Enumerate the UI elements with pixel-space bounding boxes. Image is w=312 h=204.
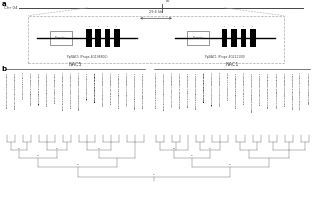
Text: 79: 79 xyxy=(56,147,59,149)
Text: RcNAC5-Rosa.c-AT5G08790.1: RcNAC5-Rosa.c-AT5G08790.1 xyxy=(55,72,56,103)
Bar xyxy=(28,16,284,63)
Text: Chr 04: Chr 04 xyxy=(3,6,17,10)
Text: FvNAC5b-Fragaria.v.000084820.1: FvNAC5b-Fragaria.v.000084820.1 xyxy=(119,72,120,108)
Text: 91: 91 xyxy=(98,147,101,149)
Text: MhNAC5b-Malus.h-AT5G08790.2: MhNAC5b-Malus.h-AT5G08790.2 xyxy=(103,72,104,106)
Text: 2: 2 xyxy=(98,26,99,27)
Text: FvNAC5-Fragaria.v.000084815.1: FvNAC5-Fragaria.v.000084815.1 xyxy=(47,72,48,106)
Text: AtNAC055-Arabidopsis.t-ANAC055.1: AtNAC055-Arabidopsis.t-ANAC055.1 xyxy=(300,72,301,110)
Text: CmNAC5b-Cucumis.m.001766550.1: CmNAC5b-Cucumis.m.001766550.1 xyxy=(63,72,64,110)
Text: OsNAC1-Oryza.s-AT5G08790.1: OsNAC1-Oryza.s-AT5G08790.1 xyxy=(308,72,310,104)
Text: MdNAC1b-Malus.d-AT5G08790.2: MdNAC1b-Malus.d-AT5G08790.2 xyxy=(212,72,213,106)
Text: PhNAC1-Petunia.h-AT5G08790.1: PhNAC1-Petunia.h-AT5G08790.1 xyxy=(284,72,285,106)
Text: 29.6 kb: 29.6 kb xyxy=(149,10,163,14)
Text: 62: 62 xyxy=(153,174,155,175)
Text: PpNAC5-Prupe.4G198800: PpNAC5-Prupe.4G198800 xyxy=(95,72,96,102)
Text: 4: 4 xyxy=(252,26,253,27)
Bar xyxy=(250,29,256,47)
Text: PpNAC5 (Prupe.4G198800): PpNAC5 (Prupe.4G198800) xyxy=(67,55,108,59)
Text: CmNAC5-Cucumis.m.001766530.1: CmNAC5-Cucumis.m.001766530.1 xyxy=(15,72,16,109)
Text: NbNAC1-Nicotiana.b-AT5G08790.1: NbNAC1-Nicotiana.b-AT5G08790.1 xyxy=(196,72,197,109)
Text: PpNAC1 (Prupe.4G211100): PpNAC1 (Prupe.4G211100) xyxy=(204,55,245,59)
Text: GhNAC5-Gossypium.h-AT5G08790.1: GhNAC5-Gossypium.h-AT5G08790.1 xyxy=(79,72,80,110)
Text: SlNAC1-Solanum.l.1-AT5G08790.1: SlNAC1-Solanum.l.1-AT5G08790.1 xyxy=(179,72,181,108)
Text: 4: 4 xyxy=(116,26,118,27)
Text: MhNAC5-Malus.h-AT5G08790.4: MhNAC5-Malus.h-AT5G08790.4 xyxy=(31,72,32,105)
Text: MdNAC5b-Malus.d-COP1.2: MdNAC5b-Malus.d-COP1.2 xyxy=(87,72,88,100)
Bar xyxy=(187,31,209,45)
Text: 85: 85 xyxy=(37,155,40,156)
Text: 1: 1 xyxy=(224,26,225,27)
Text: 76: 76 xyxy=(76,164,79,165)
Text: RcNAC1b-Rosa.c-AT5G08790.3: RcNAC1b-Rosa.c-AT5G08790.3 xyxy=(244,72,245,104)
Bar xyxy=(114,29,120,47)
Text: GmNAC1-Glycine.m-AT5G08790.1: GmNAC1-Glycine.m-AT5G08790.1 xyxy=(268,72,269,108)
Text: Promoter: Promoter xyxy=(193,36,204,40)
Text: 80: 80 xyxy=(229,164,232,165)
Bar xyxy=(231,29,237,47)
Text: MhNAC1b-Malus.h-AT5G08790.3: MhNAC1b-Malus.h-AT5G08790.3 xyxy=(220,72,221,106)
Text: RcNAC5b-Rosa.c-AT5G08790.2: RcNAC5b-Rosa.c-AT5G08790.2 xyxy=(111,72,112,104)
Bar xyxy=(50,31,72,45)
Bar xyxy=(222,29,227,47)
Text: PeNAC5-Pyrus.b-1.1.at.s.1: PeNAC5-Pyrus.b-1.1.at.s.1 xyxy=(22,72,24,99)
Text: FvNAC1b-Fragaria.v.000084825.1: FvNAC1b-Fragaria.v.000084825.1 xyxy=(236,72,237,108)
Text: NAC5: NAC5 xyxy=(69,62,82,67)
Text: 87: 87 xyxy=(165,0,170,3)
Text: StNAC1-Solanum.t-AT5G08790.1: StNAC1-Solanum.t-AT5G08790.1 xyxy=(188,72,189,107)
Text: CrNAC1-Carica.p-AT5G08790.1: CrNAC1-Carica.p-AT5G08790.1 xyxy=(260,72,261,104)
Text: PeNAC1b-Pyrus.c-1.1.at.s.2: PeNAC1b-Pyrus.c-1.1.at.s.2 xyxy=(228,72,229,100)
Text: CaNAC1-Capsicum.a-AT5G08790.1: CaNAC1-Capsicum.a-AT5G08790.1 xyxy=(292,72,293,109)
Text: PpNAC1-Prupe.4G211100: PpNAC1-Prupe.4G211100 xyxy=(204,72,205,102)
Bar xyxy=(241,29,246,47)
Bar xyxy=(86,29,92,47)
Text: MdNAC5-Malus.d-AT5G08790.1: MdNAC5-Malus.d-AT5G08790.1 xyxy=(39,72,40,105)
Text: 2: 2 xyxy=(233,26,235,27)
Text: SbNAC5-Solanum.b-AT5G08790.1: SbNAC5-Solanum.b-AT5G08790.1 xyxy=(143,72,144,108)
Text: 82: 82 xyxy=(18,147,21,149)
Text: BanNAC5-Brassica.n-AT5G08790.1: BanNAC5-Brassica.n-AT5G08790.1 xyxy=(135,72,136,109)
Text: NAC1: NAC1 xyxy=(226,62,239,67)
Bar xyxy=(95,29,101,47)
Text: AhNAC5-Arachis.h-AT5G08790.1: AhNAC5-Arachis.h-AT5G08790.1 xyxy=(127,72,128,106)
Text: MtNAC1-Medicago.t-AT5G08790.1: MtNAC1-Medicago.t-AT5G08790.1 xyxy=(276,72,277,108)
Text: CsNAC1b-Cucumis.s.003711820.1: CsNAC1b-Cucumis.s.003711820.1 xyxy=(155,72,157,108)
Text: Promoter: Promoter xyxy=(55,36,66,40)
Text: GhNAC1c-Gossypium.h-AT5G08790.2: GhNAC1c-Gossypium.h-AT5G08790.2 xyxy=(252,72,253,112)
Text: a: a xyxy=(2,1,6,7)
Text: CmNAC5-Cucumis.s.003711780.1: CmNAC5-Cucumis.s.003711780.1 xyxy=(7,72,8,108)
Text: 88: 88 xyxy=(173,147,175,149)
Text: b: b xyxy=(2,66,7,72)
Text: 95: 95 xyxy=(191,155,193,156)
Text: CmNAC1c-Cucumis.m.001766570.1: CmNAC1c-Cucumis.m.001766570.1 xyxy=(163,72,165,110)
Text: CsNAC5a-Cucumis.s.003711800.1: CsNAC5a-Cucumis.s.003711800.1 xyxy=(71,72,72,108)
Text: 3: 3 xyxy=(243,26,244,27)
Text: 1: 1 xyxy=(88,26,90,27)
Text: 73: 73 xyxy=(209,147,212,149)
Text: AcNAC1-Actinidia.c-AT5G08790.1: AcNAC1-Actinidia.c-AT5G08790.1 xyxy=(172,72,173,107)
Text: 3: 3 xyxy=(107,26,108,27)
Bar xyxy=(105,29,110,47)
